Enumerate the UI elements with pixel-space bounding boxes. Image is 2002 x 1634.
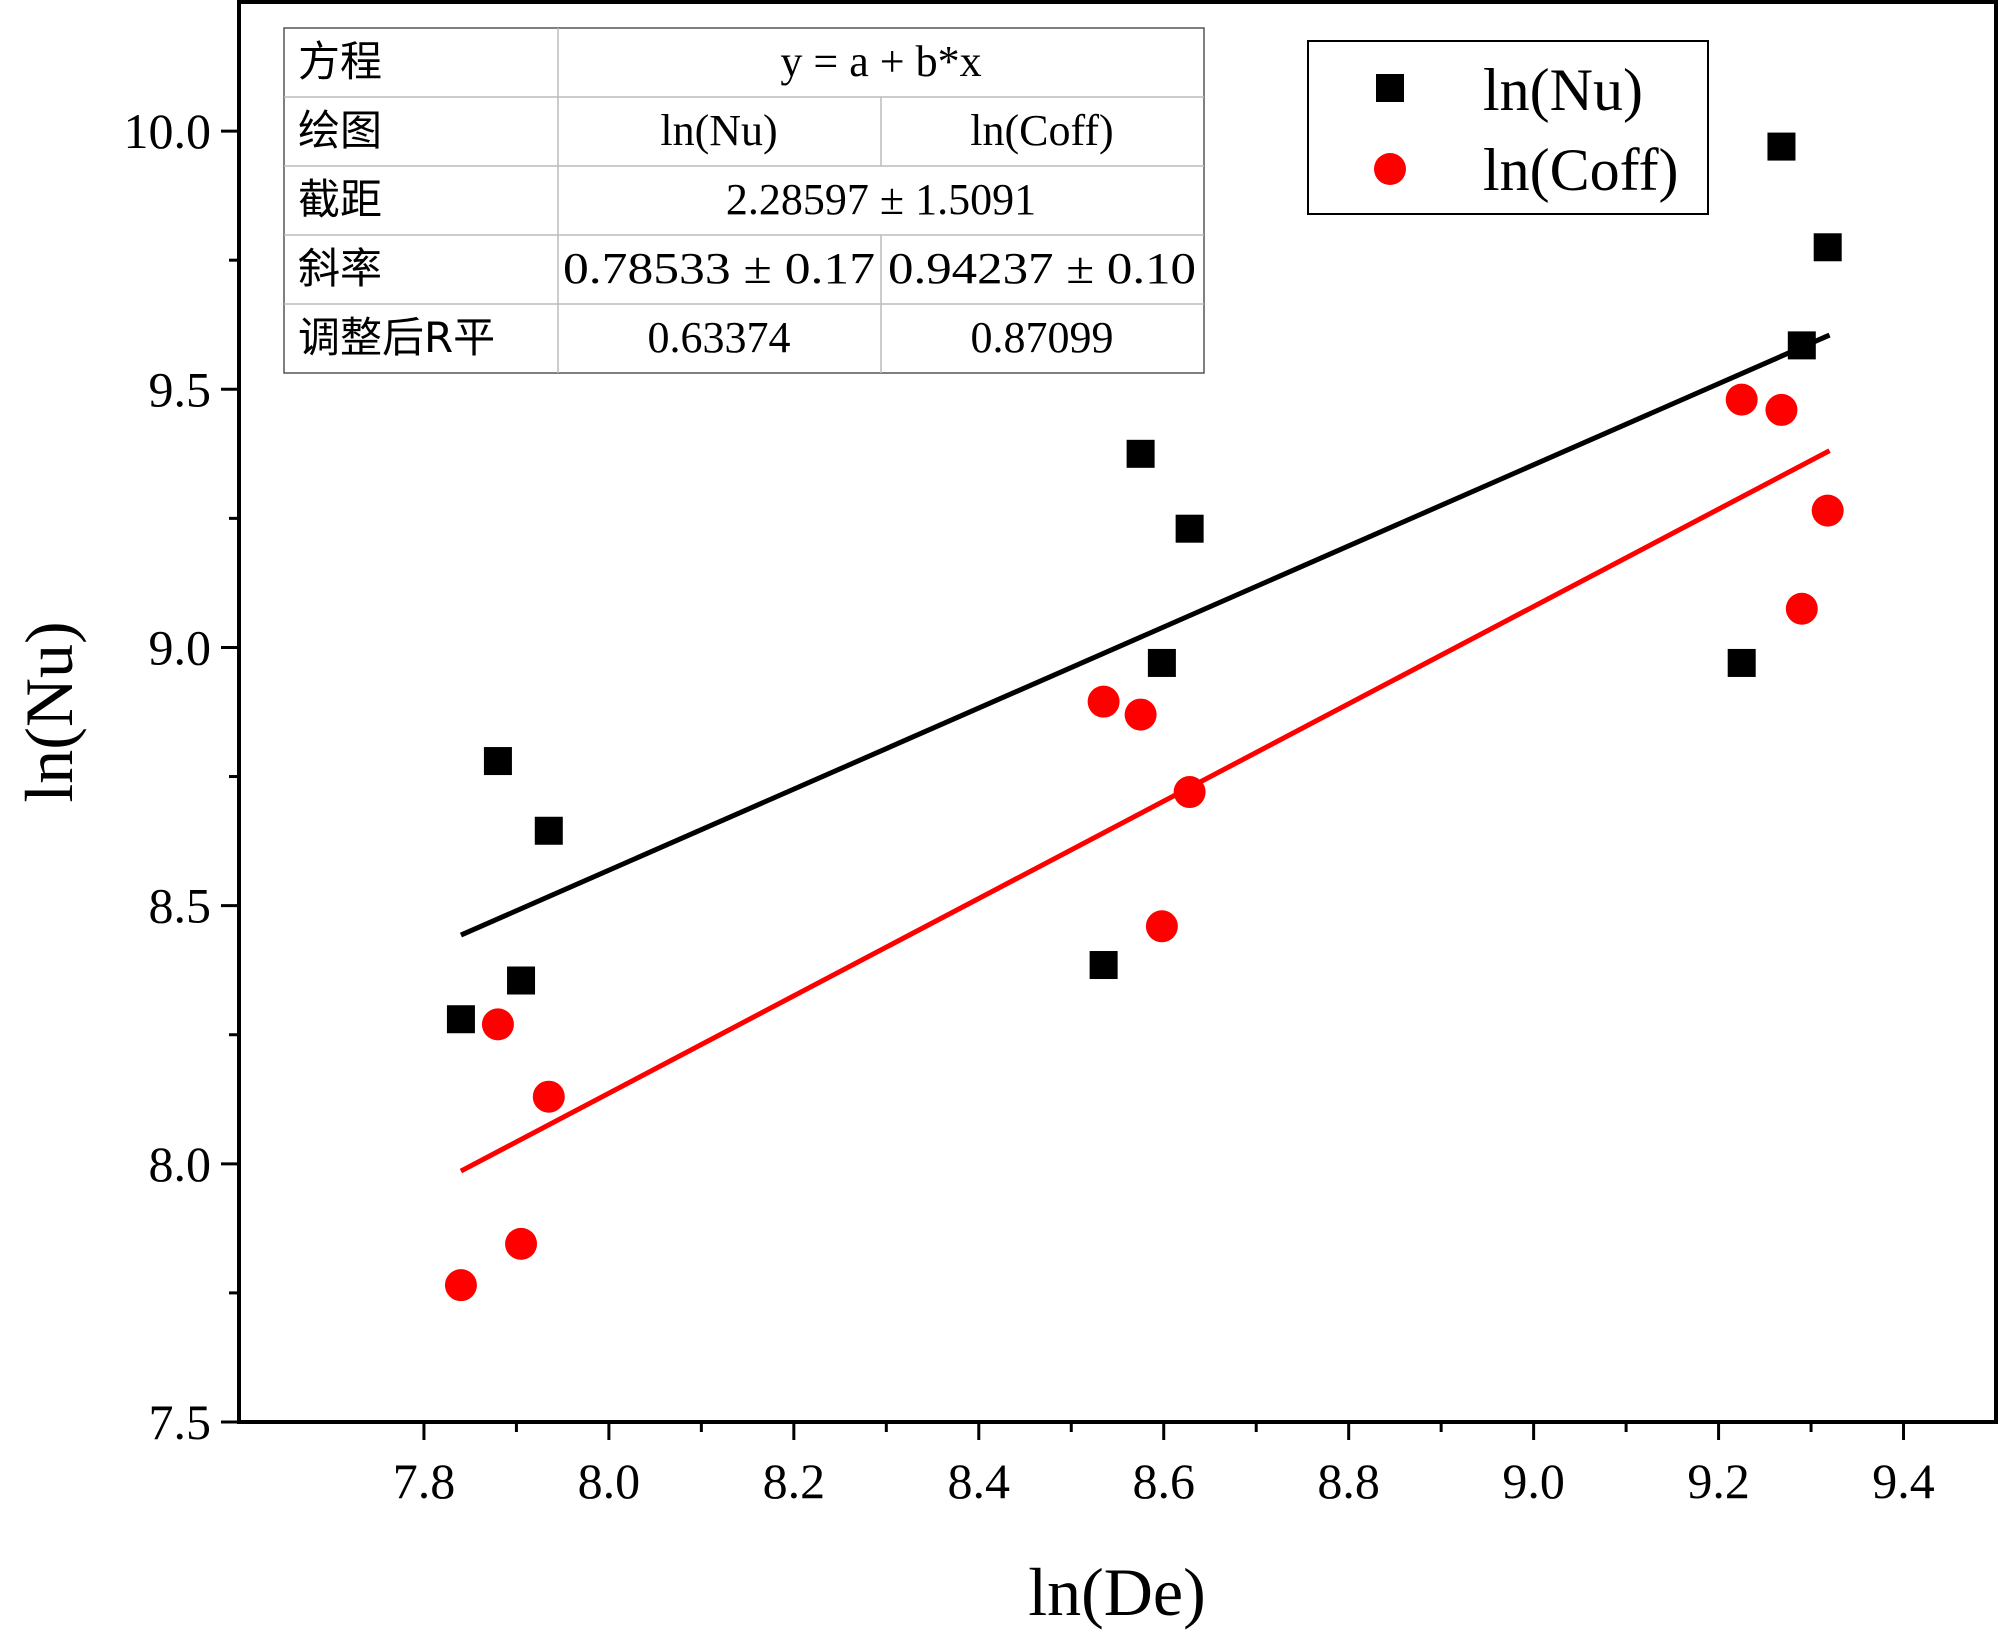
- table-cell: ln(Nu): [660, 106, 777, 155]
- data-point-nu: [483, 747, 512, 776]
- data-point-coff: [1785, 592, 1818, 625]
- data-point-coff: [444, 1269, 477, 1302]
- table-cell: ln(Coff): [970, 106, 1113, 155]
- y-axis-title: ln(Nu): [11, 621, 87, 802]
- data-markers: [444, 132, 1844, 1302]
- legend-marker-coff: [1374, 153, 1406, 185]
- data-point-coff: [1087, 685, 1120, 718]
- data-point-nu: [1813, 233, 1842, 262]
- y-tick-label: 8.0: [149, 1136, 212, 1192]
- table-row-label: 斜率: [298, 244, 382, 293]
- data-point-nu: [1089, 951, 1118, 980]
- legend-box: [1307, 40, 1709, 215]
- data-point-coff: [1811, 494, 1844, 527]
- data-point-coff: [1124, 698, 1157, 731]
- legend-marker-nu: [1376, 74, 1404, 102]
- table-row-label: 截距: [298, 175, 382, 224]
- y-tick-label: 9.5: [149, 361, 212, 417]
- axes: 7.8 8.0 8.2 8.4 8.6 8.8 9.0 9.2 9.4 7.5 8.0 8.5 9.0 9…: [124, 103, 1935, 1509]
- data-point-coff: [532, 1080, 565, 1113]
- fit-line-coff: [459, 448, 1831, 1174]
- x-tick-label: 8.4: [948, 1453, 1011, 1509]
- x-tick-label: 8.6: [1132, 1453, 1195, 1509]
- data-point-coff: [505, 1227, 538, 1260]
- legend: ln(Nu) ln(Coff): [1307, 40, 1709, 215]
- data-point-coff: [1765, 393, 1798, 426]
- data-point-nu: [1175, 514, 1204, 543]
- table-cell: 0.63374: [648, 313, 791, 362]
- data-point-coff: [1145, 910, 1178, 943]
- table-cell: y = a + b*x: [780, 37, 981, 86]
- table-row-label: 调整后R平: [298, 313, 495, 362]
- data-point-nu: [534, 816, 563, 845]
- data-point-nu: [1767, 132, 1796, 161]
- legend-label-nu: ln(Nu): [1483, 57, 1643, 123]
- x-tick-label: 9.0: [1502, 1453, 1565, 1509]
- y-tick-label: 10.0: [124, 103, 212, 159]
- table-row-label: 方程: [298, 37, 382, 86]
- table-border: [283, 27, 1205, 374]
- data-point-nu: [1727, 648, 1756, 677]
- data-point-nu: [1787, 331, 1816, 360]
- table-cell: 0.78533 ± 0.17: [563, 244, 875, 293]
- x-tick-label: 7.8: [393, 1453, 456, 1509]
- data-point-nu: [446, 1005, 475, 1034]
- table-cell: 0.94237 ± 0.10: [888, 244, 1196, 293]
- x-tick-label: 8.8: [1317, 1453, 1380, 1509]
- fit-line-nu: [459, 332, 1831, 938]
- fit-statistics-table: 方程 y = a + b*x 绘图 ln(Nu) ln(Coff) 截距 2.2…: [283, 27, 1205, 374]
- table-row-label: 绘图: [298, 106, 382, 155]
- data-point-nu: [507, 966, 536, 995]
- table-cell: 2.28597 ± 1.5091: [726, 175, 1036, 224]
- data-point-coff: [1725, 383, 1758, 416]
- fit-lines: [459, 332, 1831, 1174]
- data-point-coff: [481, 1008, 514, 1041]
- table-cell: 0.87099: [971, 313, 1114, 362]
- x-tick-label: 9.2: [1687, 1453, 1750, 1509]
- y-tick-label: 9.0: [149, 619, 212, 675]
- x-tick-label: 9.4: [1872, 1453, 1935, 1509]
- data-point-nu: [1126, 439, 1155, 468]
- y-tick-label: 7.5: [149, 1394, 212, 1450]
- x-axis-title: ln(De): [1028, 1554, 1205, 1630]
- x-tick-label: 8.0: [578, 1453, 641, 1509]
- y-tick-label: 8.5: [149, 878, 212, 934]
- plot-frame: [237, 0, 1998, 1424]
- data-point-coff: [1173, 776, 1206, 809]
- data-point-nu: [1147, 648, 1176, 677]
- legend-label-coff: ln(Coff): [1483, 137, 1679, 203]
- x-tick-label: 8.2: [763, 1453, 826, 1509]
